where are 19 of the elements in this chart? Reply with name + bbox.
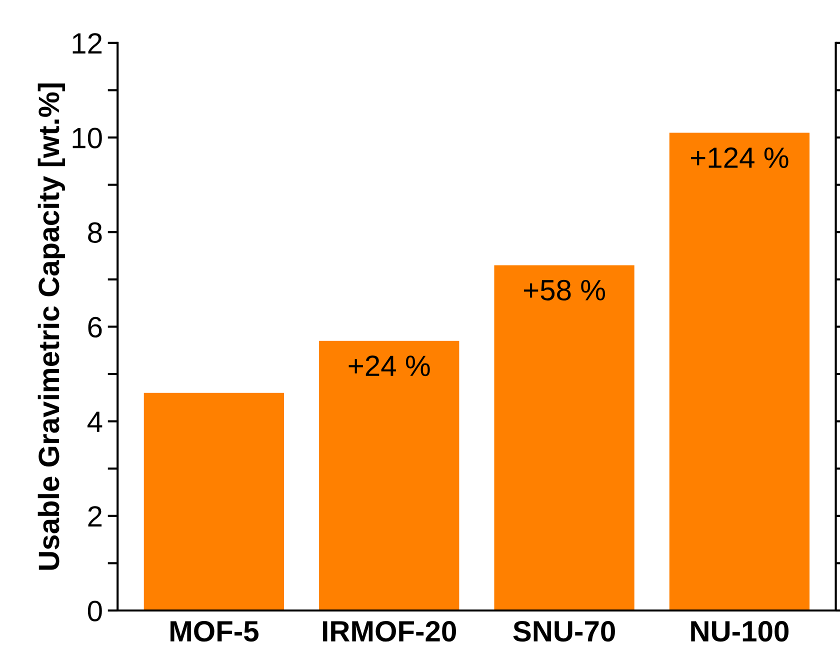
bar bbox=[494, 265, 634, 610]
x-tick-label: SNU-70 bbox=[513, 620, 615, 642]
annotation: +58 % bbox=[524, 280, 606, 301]
annotation: +24 % bbox=[348, 356, 430, 376]
y-axis-title: Usable Gravimetric Capacity [wt.%] bbox=[38, 84, 66, 570]
y-tick-label: 0 bbox=[88, 600, 102, 622]
bar bbox=[144, 392, 284, 610]
y-tick-label: 12 bbox=[72, 33, 102, 54]
y-tick-label: 2 bbox=[88, 506, 102, 526]
y-tick-label: 8 bbox=[88, 222, 102, 243]
x-tick-label: MOF-5 bbox=[170, 620, 258, 642]
bar bbox=[319, 340, 460, 610]
y-tick-label: 4 bbox=[87, 412, 102, 432]
y-tick-label: 10 bbox=[72, 128, 102, 148]
x-tick-label: IRMOF-20 bbox=[323, 620, 456, 642]
y-tick-label: 6 bbox=[88, 316, 102, 338]
annotation: +124 % bbox=[691, 147, 788, 168]
x-tick-label: NU-100 bbox=[691, 620, 789, 642]
bar bbox=[669, 132, 810, 610]
